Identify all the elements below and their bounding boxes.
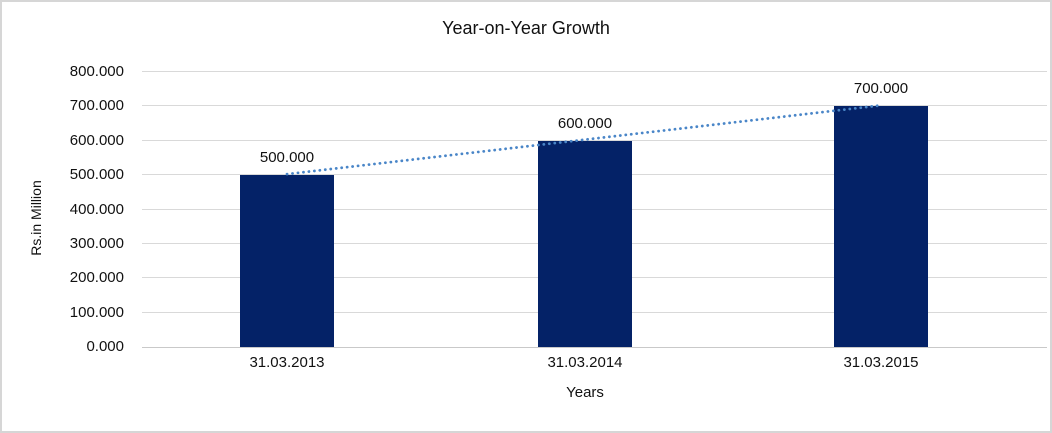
y-tick-label: 600.000 xyxy=(69,131,124,149)
y-tick-label: 700.000 xyxy=(69,97,124,115)
bar-value-label: 500.000 xyxy=(259,149,315,167)
bar-value-label: 700.000 xyxy=(853,80,909,98)
gridline xyxy=(142,71,1047,72)
plot-area: 500.000 600.000 700.000 xyxy=(142,71,1047,348)
trendline xyxy=(285,103,883,176)
bar-2014 xyxy=(538,140,632,347)
gridline xyxy=(142,105,1047,107)
x-tick-label: 31.03.2013 xyxy=(249,354,325,371)
y-tick-label: 400.000 xyxy=(69,200,124,218)
x-tick-label: 31.03.2015 xyxy=(843,354,919,371)
gridline xyxy=(142,139,1047,141)
x-axis-title: Years xyxy=(566,384,604,401)
y-tick-label: 800.000 xyxy=(69,63,124,80)
y-tick-label: 100.000 xyxy=(69,303,124,321)
bar-2013 xyxy=(240,175,334,347)
bar-value-label: 600.000 xyxy=(557,114,613,132)
gridline xyxy=(142,347,1047,348)
y-tick-label: 200.000 xyxy=(69,269,124,287)
bar-2015 xyxy=(834,106,928,347)
x-tick-label: 31.03.2014 xyxy=(547,354,623,371)
y-tick-label: 300.000 xyxy=(69,234,124,252)
y-tick-label: 0.000 xyxy=(86,338,124,355)
y-tick-label: 500.000 xyxy=(69,166,124,184)
chart-title: Year-on-Year Growth xyxy=(442,18,610,38)
